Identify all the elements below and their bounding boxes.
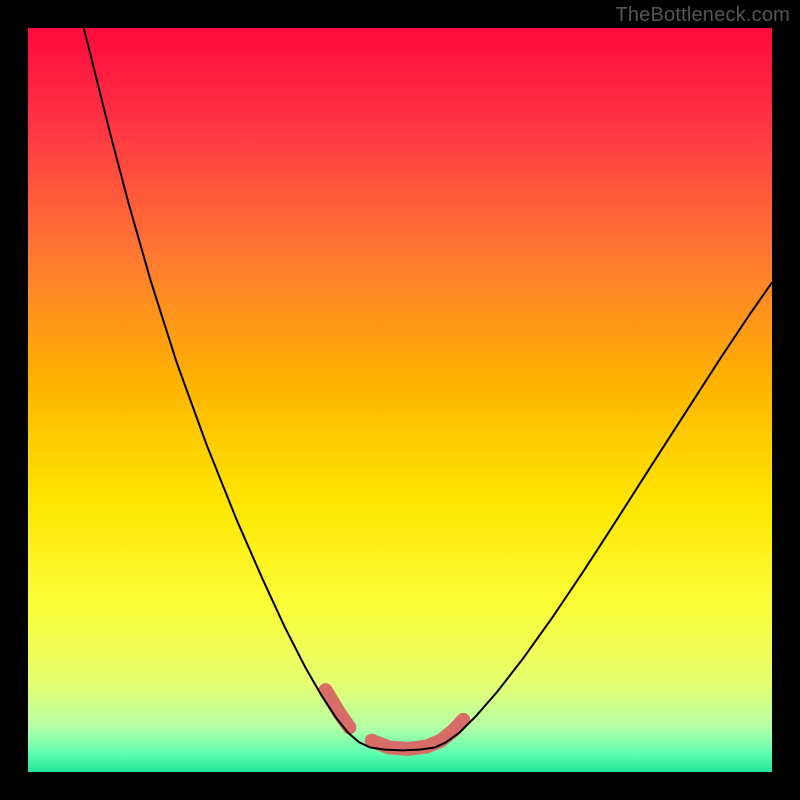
plot-area — [28, 28, 772, 772]
right-curve — [435, 282, 772, 747]
trough-highlight-right — [372, 720, 464, 749]
curve-layer — [28, 28, 772, 772]
left-curve — [84, 28, 370, 747]
chart-frame: TheBottleneck.com — [0, 0, 800, 800]
watermark-text: TheBottleneck.com — [615, 4, 790, 27]
